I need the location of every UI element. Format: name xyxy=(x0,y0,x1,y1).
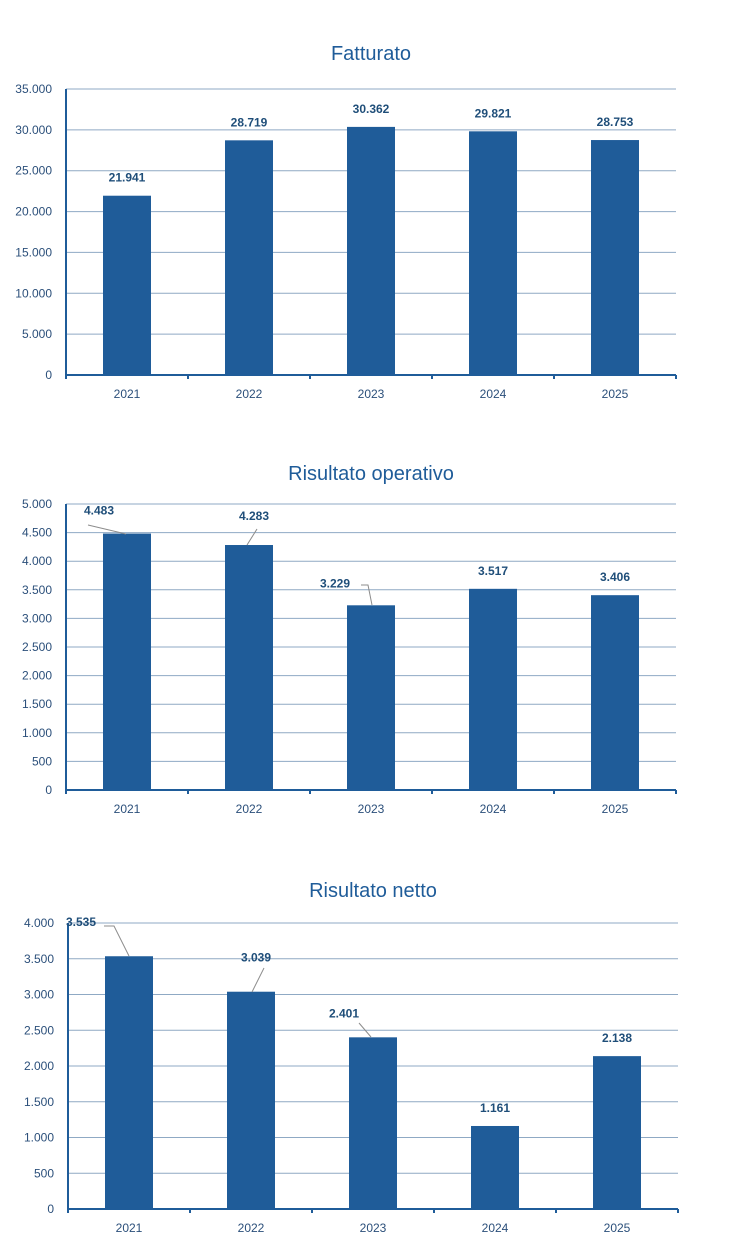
data-label-leader xyxy=(104,925,130,957)
data-label: 2.401 xyxy=(329,1006,359,1020)
y-tick-label: 10.000 xyxy=(15,286,52,300)
data-label: 2.138 xyxy=(602,1031,632,1045)
data-label: 3.406 xyxy=(600,570,630,584)
y-tick-label: 3.000 xyxy=(22,611,52,625)
x-tick-label: 2025 xyxy=(604,1221,631,1235)
y-tick-label: 5.000 xyxy=(22,497,52,511)
x-tick-label: 2025 xyxy=(602,387,629,401)
bar-2022 xyxy=(225,545,273,790)
y-tick-label: 1.000 xyxy=(22,726,52,740)
y-tick-label: 2.500 xyxy=(22,640,52,654)
y-tick-label: 1.500 xyxy=(22,697,52,711)
y-tick-label: 3.500 xyxy=(22,583,52,597)
y-tick-label: 0 xyxy=(47,1202,54,1216)
chart-title: Fatturato xyxy=(331,43,411,65)
x-tick-label: 2023 xyxy=(358,802,385,816)
y-tick-label: 2.000 xyxy=(24,1059,54,1073)
data-label-leader xyxy=(358,1022,372,1038)
data-label-leader xyxy=(246,528,258,546)
y-tick-label: 20.000 xyxy=(15,205,52,219)
y-tick-label: 0 xyxy=(45,368,52,382)
x-tick-label: 2023 xyxy=(360,1221,387,1235)
x-tick-label: 2023 xyxy=(358,387,385,401)
y-tick-label: 25.000 xyxy=(15,164,52,178)
y-tick-label: 500 xyxy=(32,754,52,768)
y-tick-label: 0 xyxy=(45,783,52,797)
bar-2024 xyxy=(469,131,517,375)
bar-2025 xyxy=(591,140,639,375)
bar-2022 xyxy=(227,991,275,1209)
x-tick-label: 2022 xyxy=(236,387,263,401)
bar-2024 xyxy=(469,588,517,790)
y-tick-label: 3.000 xyxy=(24,988,54,1002)
data-label-leader xyxy=(87,524,127,535)
x-tick-label: 2021 xyxy=(114,802,141,816)
x-tick-label: 2022 xyxy=(238,1221,265,1235)
data-label: 4.483 xyxy=(84,504,114,518)
y-tick-label: 1.000 xyxy=(24,1131,54,1145)
x-tick-label: 2024 xyxy=(482,1221,509,1235)
y-tick-label: 4.500 xyxy=(22,526,52,540)
bar-2022 xyxy=(225,140,273,375)
data-label: 21.941 xyxy=(109,171,146,185)
x-tick-label: 2021 xyxy=(116,1221,143,1235)
x-tick-label: 2021 xyxy=(114,387,141,401)
y-tick-label: 5.000 xyxy=(22,327,52,341)
data-label-leader xyxy=(251,967,265,993)
x-tick-label: 2024 xyxy=(480,387,507,401)
y-tick-label: 15.000 xyxy=(15,245,52,259)
bar-2025 xyxy=(591,595,639,790)
data-label: 3.229 xyxy=(320,576,350,590)
data-label: 3.039 xyxy=(241,951,271,965)
data-label-leader xyxy=(361,584,373,606)
chart-title: Risultato operativo xyxy=(288,463,454,485)
chart-title: Risultato netto xyxy=(309,880,437,902)
y-tick-label: 35.000 xyxy=(15,82,52,96)
y-tick-label: 4.000 xyxy=(24,916,54,930)
y-tick-label: 4.000 xyxy=(22,554,52,568)
x-tick-label: 2025 xyxy=(602,802,629,816)
data-label: 29.821 xyxy=(475,106,512,120)
data-label: 28.753 xyxy=(597,115,634,129)
data-label: 3.535 xyxy=(66,915,96,929)
data-label: 28.719 xyxy=(231,115,268,129)
bar-2021 xyxy=(103,533,151,790)
y-tick-label: 30.000 xyxy=(15,123,52,137)
chart-1: Fatturato 0 5.000 10.000 15.000 20.000 25.000 3… xyxy=(15,43,677,401)
bar-2023 xyxy=(347,605,395,790)
data-label: 1.161 xyxy=(480,1101,510,1115)
data-label: 4.283 xyxy=(239,509,269,523)
bar-2024 xyxy=(471,1125,519,1209)
bar-2021 xyxy=(105,956,153,1209)
data-label: 30.362 xyxy=(353,102,390,116)
bar-2021 xyxy=(103,195,151,375)
bar-2023 xyxy=(347,126,395,376)
y-tick-label: 2.500 xyxy=(24,1023,54,1037)
data-label: 3.517 xyxy=(478,564,508,578)
bar-2025 xyxy=(593,1056,641,1209)
x-tick-label: 2024 xyxy=(480,802,507,816)
x-tick-label: 2022 xyxy=(236,802,263,816)
y-tick-label: 3.500 xyxy=(24,952,54,966)
chart-3: Risultato netto 0 500 1.000 1.500 2.000 2.500 3… xyxy=(24,880,679,1235)
bar-2023 xyxy=(349,1037,397,1209)
y-tick-label: 1.500 xyxy=(24,1095,54,1109)
chart-2: Risultato operativo 0 500 1.000 1.500 2.000 2.… xyxy=(22,463,677,816)
y-tick-label: 500 xyxy=(34,1166,54,1180)
y-tick-label: 2.000 xyxy=(22,669,52,683)
